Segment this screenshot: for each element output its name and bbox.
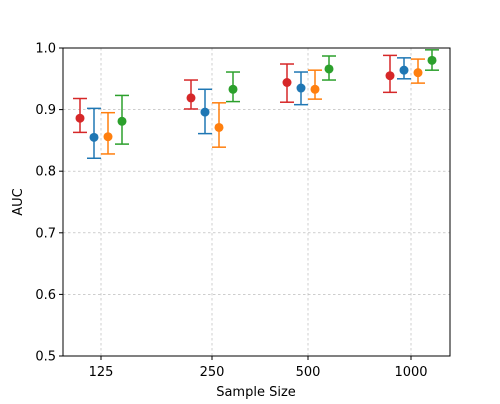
x-tick-label: 250 bbox=[200, 365, 225, 380]
y-axis-label: AUC bbox=[11, 188, 26, 216]
y-tick-label: 1.0 bbox=[35, 42, 56, 57]
grid-lines bbox=[63, 47, 450, 357]
data-point bbox=[89, 132, 99, 142]
x-axis-label: Sample Size bbox=[216, 385, 296, 400]
y-tick-label: 0.5 bbox=[35, 350, 56, 365]
y-tick-label: 0.6 bbox=[35, 288, 56, 303]
data-point bbox=[310, 84, 320, 94]
data-point bbox=[117, 116, 127, 126]
y-tick-label: 0.7 bbox=[35, 226, 56, 241]
x-tick-label: 125 bbox=[89, 365, 114, 380]
axes: 0.5 0.6 0.7 0.8 0.9 1.0 125 250 500 1000 bbox=[35, 42, 451, 380]
data-point bbox=[427, 55, 437, 65]
data-point bbox=[186, 93, 196, 103]
x-tick-label: 500 bbox=[296, 365, 321, 380]
data-point bbox=[103, 132, 113, 142]
y-tick-label: 0.9 bbox=[35, 103, 56, 118]
data-point bbox=[228, 84, 238, 94]
x-tick-label: 1000 bbox=[394, 365, 427, 380]
data-point bbox=[399, 65, 409, 75]
data-point bbox=[75, 113, 85, 123]
data-point bbox=[214, 122, 224, 132]
data-point bbox=[385, 71, 395, 81]
data-point bbox=[324, 64, 334, 74]
data-marks bbox=[73, 49, 439, 160]
data-point bbox=[413, 68, 423, 78]
data-point bbox=[200, 107, 210, 117]
plot-frame bbox=[62, 47, 451, 357]
data-point bbox=[296, 83, 306, 93]
y-tick-label: 0.8 bbox=[35, 165, 56, 180]
data-point bbox=[282, 77, 292, 87]
